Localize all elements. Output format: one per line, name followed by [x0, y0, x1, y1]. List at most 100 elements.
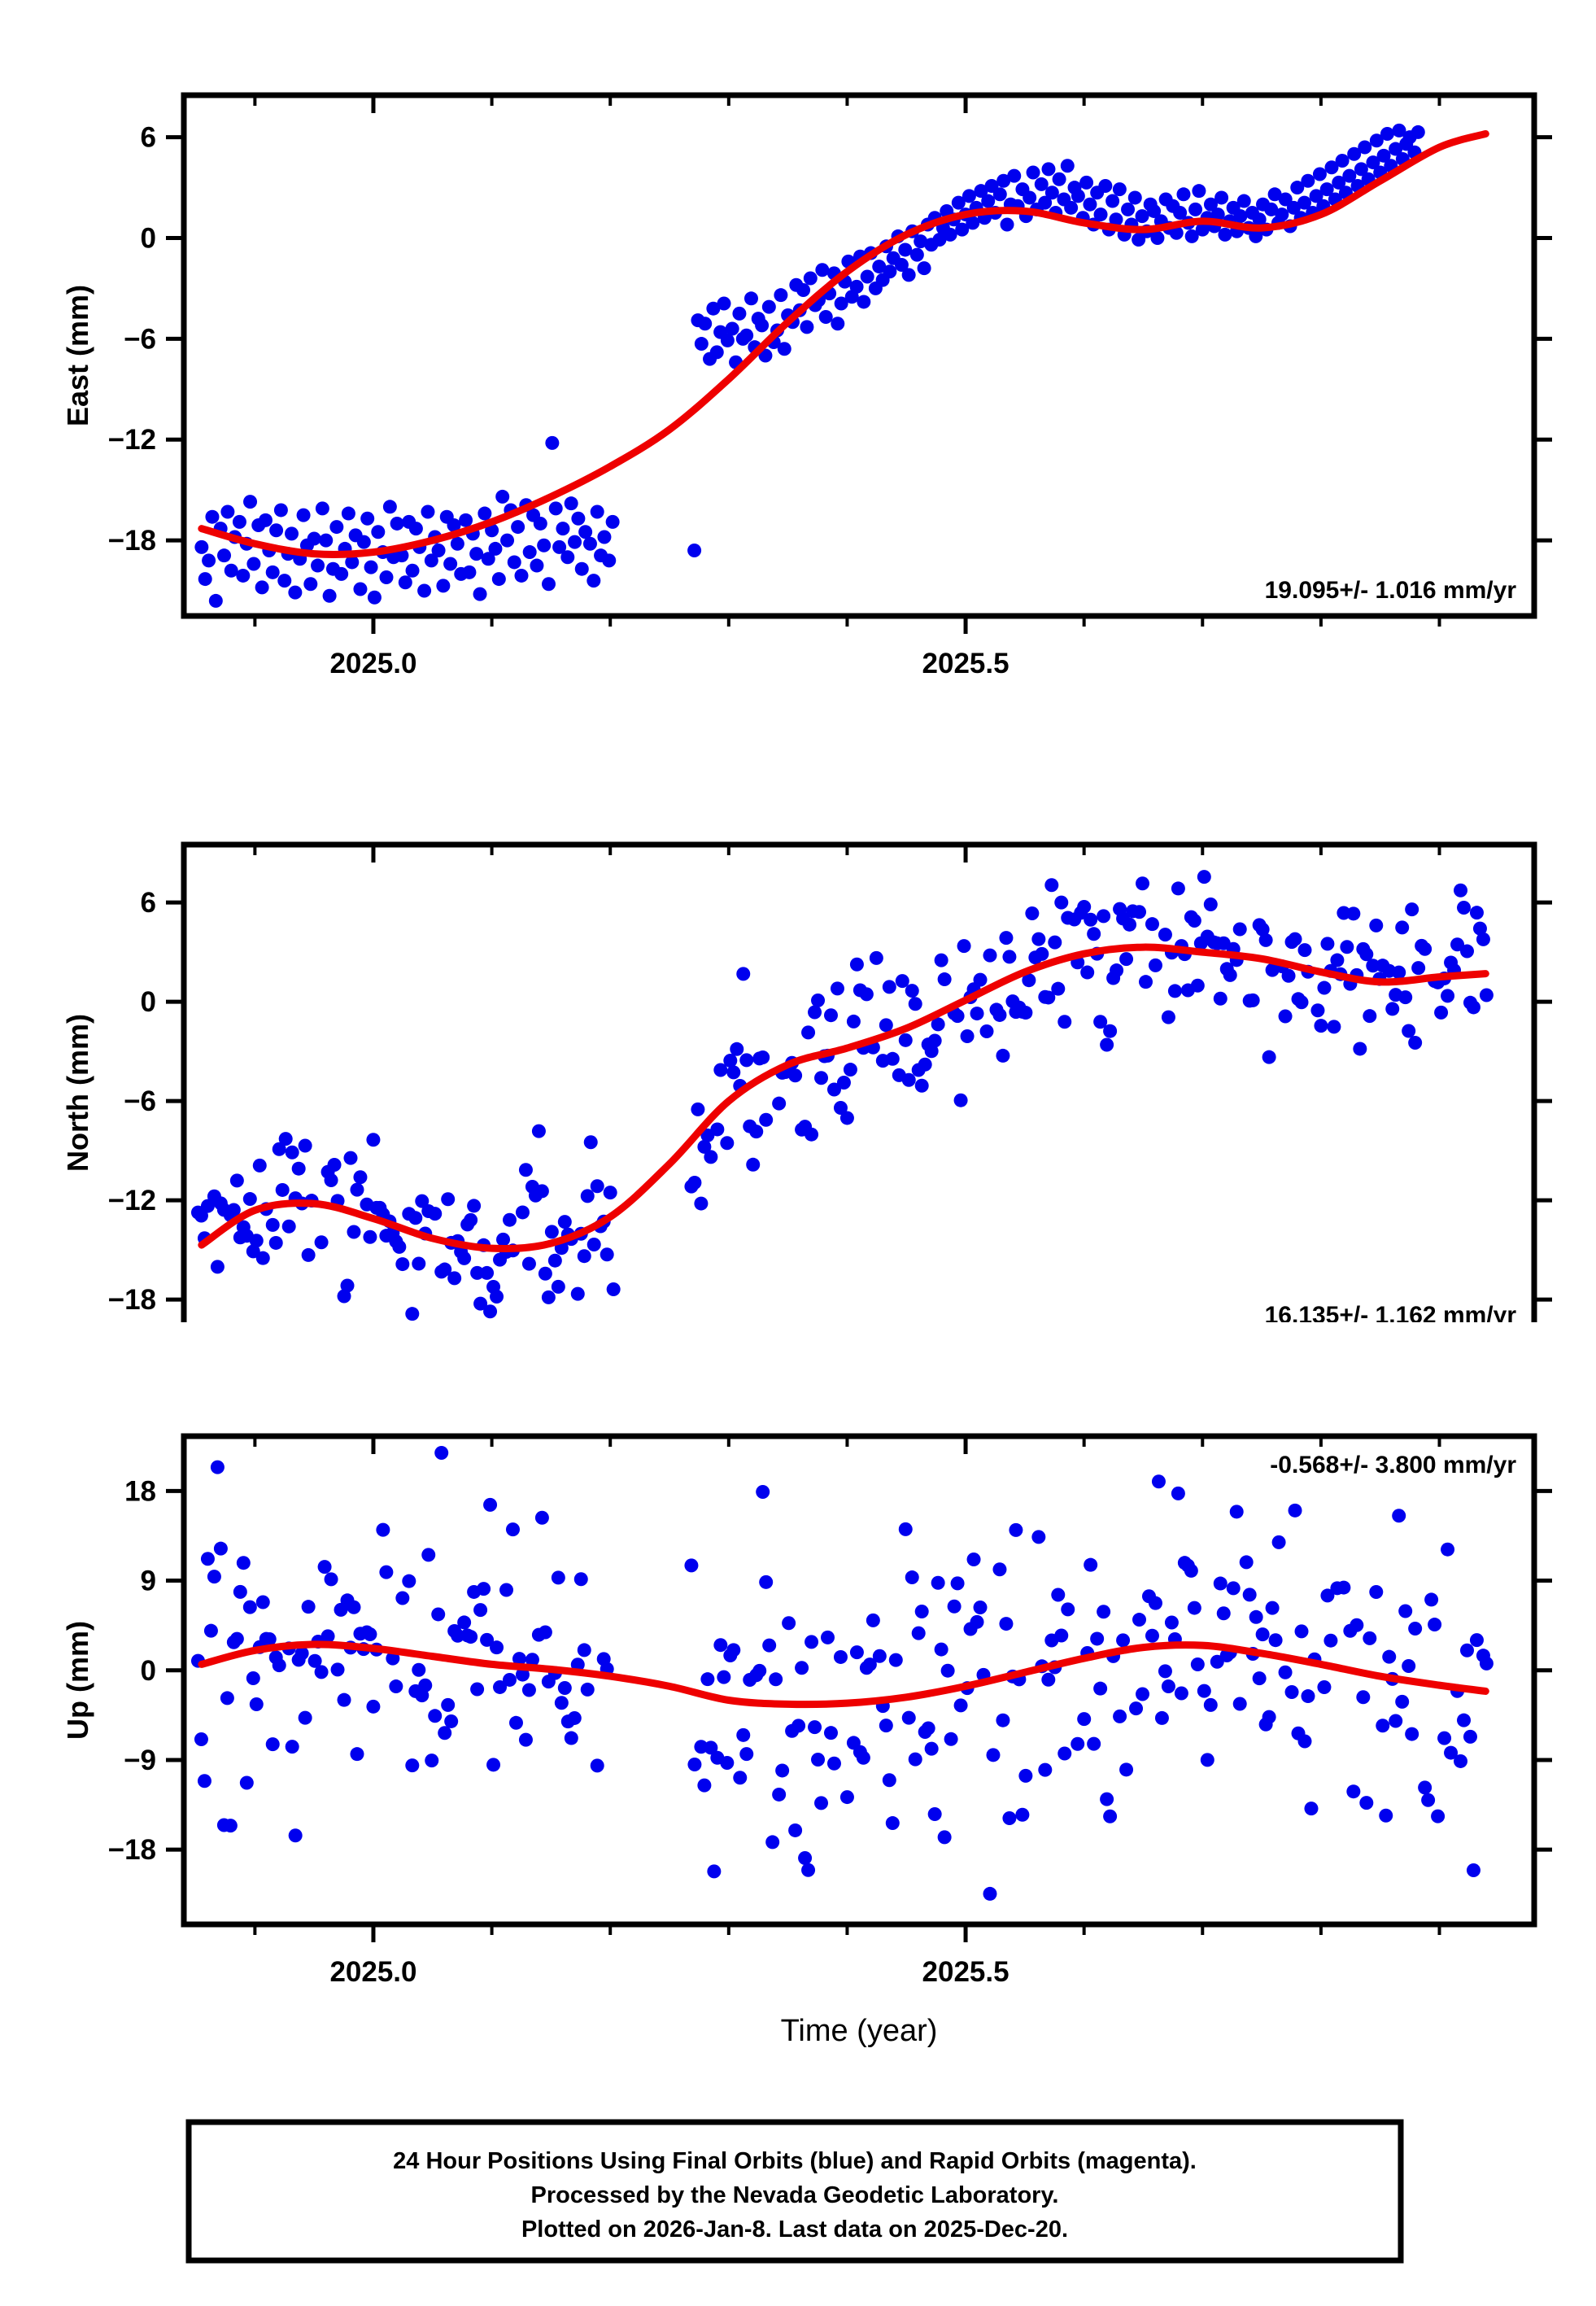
data-point: [759, 1112, 774, 1127]
data-point: [931, 1017, 945, 1032]
data-point: [720, 1136, 735, 1151]
data-point: [1304, 1802, 1319, 1816]
data-point: [1421, 1793, 1436, 1807]
data-point: [1284, 1684, 1299, 1699]
data-point: [1301, 173, 1315, 188]
data-point: [1252, 212, 1267, 227]
data-point: [805, 1127, 819, 1142]
data-point: [431, 1607, 446, 1622]
data-point: [700, 1672, 715, 1687]
data-point: [415, 1194, 430, 1208]
data-point: [1258, 932, 1273, 947]
data-point: [814, 1796, 829, 1810]
data-point: [379, 570, 394, 585]
data-point: [1041, 162, 1056, 177]
data-point: [1071, 1736, 1085, 1751]
data-point: [534, 1510, 549, 1525]
data-point: [350, 1747, 364, 1762]
y-tick-label-east: −18: [108, 525, 156, 557]
data-point: [1214, 190, 1229, 205]
data-point: [986, 1748, 1001, 1762]
data-point: [249, 1697, 264, 1712]
data-point: [395, 1591, 410, 1605]
data-point: [803, 271, 818, 286]
data-point: [1411, 124, 1425, 139]
data-point: [438, 1262, 452, 1277]
data-point: [288, 585, 303, 600]
data-point: [480, 1632, 495, 1647]
data-point: [229, 1631, 244, 1646]
data-point: [1109, 212, 1123, 227]
data-point: [294, 1646, 309, 1661]
data-point: [1044, 878, 1059, 893]
data-point: [772, 1787, 787, 1802]
data-point: [1366, 155, 1380, 170]
y-tick-label-north: −12: [108, 1185, 156, 1216]
data-point: [541, 1290, 556, 1304]
data-point: [1278, 1009, 1293, 1024]
data-point: [1340, 940, 1354, 954]
data-point: [1139, 975, 1153, 989]
data-point: [521, 1256, 536, 1271]
data-point: [772, 1096, 787, 1111]
data-point: [704, 1150, 718, 1164]
data-point: [818, 310, 833, 325]
frame-cover: [0, 0, 1596, 749]
data-point: [1353, 1042, 1367, 1056]
data-point: [823, 1726, 838, 1740]
data-point: [198, 572, 212, 587]
data-point: [200, 1552, 215, 1566]
data-point: [1369, 918, 1384, 932]
data-point: [885, 1051, 900, 1066]
data-point: [1350, 1618, 1364, 1632]
data-point: [1100, 1037, 1114, 1052]
data-point: [590, 1179, 604, 1194]
data-point: [1454, 1754, 1468, 1768]
data-point: [791, 1719, 806, 1733]
data-point: [464, 1630, 478, 1644]
data-point: [821, 1630, 835, 1644]
data-point: [347, 1600, 361, 1614]
data-point: [605, 514, 620, 529]
data-point: [587, 1237, 601, 1251]
data-point: [438, 1726, 452, 1740]
data-point: [1347, 146, 1362, 161]
data-point: [441, 1192, 456, 1207]
data-point: [533, 516, 547, 531]
data-point: [1112, 182, 1127, 197]
data-point: [360, 511, 375, 526]
panel-east: 6 0 −6 −12 −18 2025.0 2025.5 East (mm) 19.095+/-…: [0, 0, 1596, 749]
data-point: [888, 1653, 903, 1667]
data-point: [1249, 1609, 1263, 1624]
data-point: [208, 593, 223, 608]
data-point: [1252, 1671, 1267, 1686]
trend-line-up: [198, 1640, 1489, 1709]
data-point: [495, 489, 510, 504]
data-point: [1164, 1615, 1179, 1630]
data-point: [1151, 1474, 1166, 1489]
data-point: [213, 1541, 228, 1556]
data-point: [1398, 1604, 1413, 1618]
data-point: [220, 504, 235, 519]
data-point: [1424, 1592, 1439, 1607]
data-point: [710, 1122, 725, 1137]
data-point: [973, 972, 988, 987]
data-point: [347, 1225, 361, 1239]
data-point: [1158, 1664, 1172, 1679]
data-point: [473, 587, 487, 601]
data-point: [436, 579, 451, 593]
data-point: [570, 1286, 585, 1301]
data-point: [597, 530, 612, 544]
data-point: [1255, 922, 1270, 937]
data-point: [1187, 1601, 1201, 1615]
data-point: [736, 1727, 751, 1742]
data-point: [849, 957, 864, 972]
data-point: [421, 504, 435, 519]
data-point: [908, 1752, 922, 1767]
data-point: [905, 1570, 919, 1585]
y-tick-label-east: −6: [124, 323, 156, 355]
data-point: [1167, 984, 1182, 998]
data-point: [522, 545, 537, 560]
data-point: [356, 535, 371, 549]
data-point: [788, 1823, 803, 1837]
